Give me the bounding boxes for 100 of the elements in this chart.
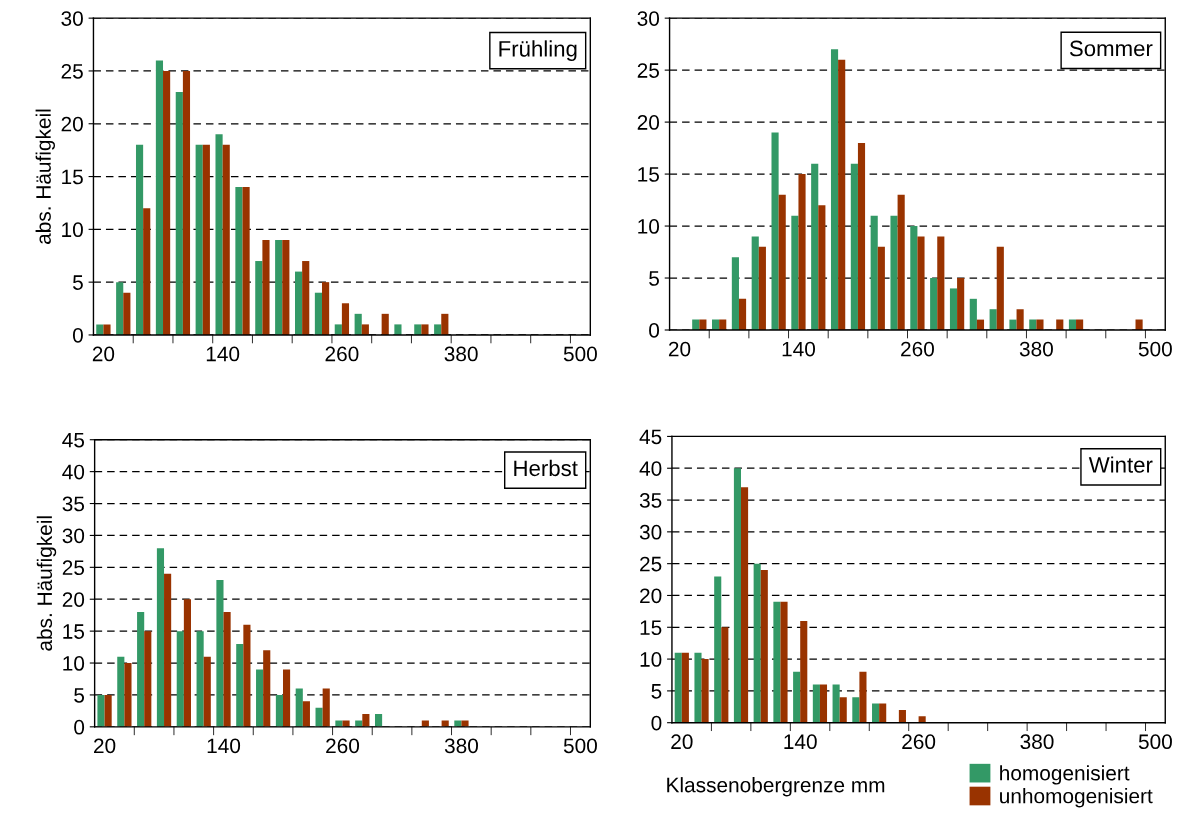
bar: [898, 709, 906, 723]
bar: [738, 298, 747, 330]
bar: [731, 257, 739, 330]
y-tick-label: 5: [651, 684, 662, 699]
bar: [917, 236, 925, 330]
bar: [143, 208, 151, 335]
bar: [135, 144, 144, 335]
y-tick-label: 10: [63, 656, 85, 671]
bar: [342, 720, 350, 727]
bar: [741, 487, 749, 723]
x-tick-label: 140: [206, 346, 240, 362]
bar: [302, 261, 310, 335]
bar: [434, 324, 442, 335]
bar: [294, 271, 303, 335]
bar: [461, 720, 469, 727]
bar: [838, 59, 846, 330]
bar: [381, 313, 389, 335]
bar: [1036, 319, 1044, 330]
y-tick-label: 40: [639, 461, 662, 476]
x-tick-label: 140: [784, 734, 817, 750]
y-tick-label: 0: [74, 719, 85, 735]
bar: [674, 652, 682, 723]
bar: [282, 239, 290, 335]
bar: [760, 570, 768, 723]
y-tick-label: 35: [62, 496, 85, 512]
x-tick-label: 380: [444, 738, 479, 754]
text: Frühling: [499, 40, 577, 62]
bar: [989, 309, 997, 330]
y-tick-label: 5: [74, 688, 85, 703]
bar: [819, 684, 828, 723]
bar: [701, 659, 709, 723]
bar: [341, 303, 350, 335]
bar: [830, 49, 839, 330]
bar: [275, 239, 283, 335]
bar: [263, 650, 271, 727]
x-tick-label: 140: [207, 738, 241, 754]
y-tick-label: 0: [649, 323, 660, 338]
bar: [850, 163, 858, 330]
bar: [791, 215, 799, 330]
y-tick-label: 30: [639, 524, 662, 540]
bar: [832, 684, 840, 723]
bar: [97, 694, 105, 727]
bar: [681, 652, 689, 723]
bar: [202, 144, 210, 335]
bar: [773, 601, 781, 723]
bar: [164, 573, 172, 727]
bar: [275, 694, 283, 727]
bar: [441, 313, 449, 335]
bar: [354, 313, 362, 335]
x-tick-label: 20: [94, 738, 116, 754]
bar: [104, 694, 112, 727]
x-tick-label: 500: [1138, 734, 1172, 750]
bar: [215, 134, 223, 335]
y-tick-label: 30: [61, 11, 83, 26]
bar: [362, 714, 370, 727]
bar: [155, 60, 164, 335]
bar: [203, 656, 211, 727]
y-tick-label: 5: [72, 275, 83, 290]
bar: [733, 468, 742, 723]
y-tick-label: 35: [639, 493, 662, 508]
bar: [394, 324, 402, 335]
y-tick-label: 15: [63, 624, 85, 639]
y-tick-label: 5: [649, 271, 659, 286]
x-tick-label: 260: [326, 738, 360, 754]
bar: [183, 599, 191, 727]
bar: [117, 656, 125, 727]
bar: [124, 663, 132, 727]
bar: [877, 246, 885, 330]
bar: [793, 671, 801, 723]
bar: [897, 194, 905, 330]
bar: [857, 142, 866, 330]
y-tick-label: 25: [640, 556, 662, 572]
bar: [778, 194, 786, 330]
bar: [243, 624, 251, 727]
y-tick-label: 20: [61, 116, 83, 132]
bar: [918, 716, 926, 723]
x-tick-label: 260: [325, 346, 359, 362]
bar: [421, 324, 429, 335]
text: Herbst: [514, 459, 578, 477]
y-tick-label: 10: [638, 219, 660, 234]
bar: [937, 236, 945, 330]
y-axis-title: abs. Häufigkeil: [36, 516, 57, 651]
bar: [852, 697, 860, 723]
x-tick-label: 500: [563, 346, 597, 362]
bar: [235, 187, 243, 335]
bar: [441, 720, 449, 727]
bar: [96, 324, 104, 335]
bar: [910, 226, 918, 330]
bar: [322, 282, 330, 335]
y-tick-label: 45: [639, 429, 662, 445]
bar: [223, 611, 231, 727]
bar: [421, 720, 429, 727]
bar: [753, 563, 761, 723]
bar: [414, 324, 422, 335]
y-tick-label: 40: [62, 464, 85, 480]
bar: [295, 688, 303, 727]
bar: [256, 669, 264, 727]
bar: [872, 703, 880, 723]
bar: [751, 236, 759, 330]
x-tick-label: 380: [1019, 341, 1053, 357]
